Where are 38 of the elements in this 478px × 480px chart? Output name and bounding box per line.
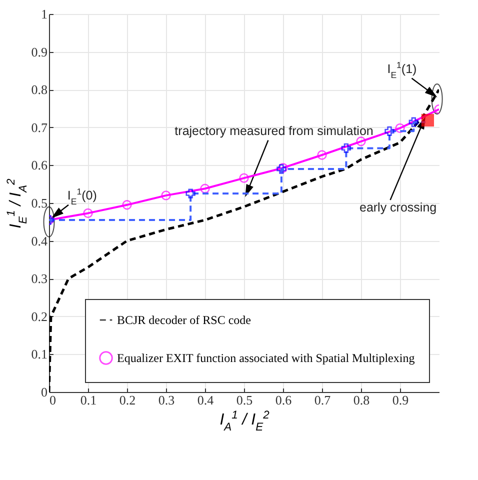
point xyxy=(186,188,196,198)
y-tick-label: 0.4 xyxy=(31,233,48,248)
y-tick-label: 0.7 xyxy=(31,120,48,135)
point xyxy=(161,190,171,200)
legend-label: BCJR decoder of RSC code xyxy=(117,313,251,327)
y-tick-label: 0.8 xyxy=(31,82,48,98)
point xyxy=(239,173,249,183)
x-tick-label: 0.4 xyxy=(197,392,214,408)
annotation: trajectory measured from simulation xyxy=(174,124,374,138)
point xyxy=(122,200,132,210)
point xyxy=(384,126,394,136)
point xyxy=(395,123,405,133)
point xyxy=(421,114,434,127)
point xyxy=(341,143,352,154)
y-tick-label: 0.6 xyxy=(31,158,48,173)
legend-label: Equalizer EXIT function associated with Spatial Multiplexing xyxy=(117,351,415,365)
annotation: I$_{E}$$^{1}$(1) xyxy=(387,60,417,80)
x-tick-label: 0.3 xyxy=(158,392,175,408)
x-tick-label: 0.7 xyxy=(314,392,332,408)
y-tick-label: 0.3 xyxy=(31,271,48,286)
annotation: early crossing xyxy=(359,200,437,215)
point xyxy=(317,150,327,160)
y-tick-label: 0.2 xyxy=(31,308,48,324)
annotation: I$_{E}$$^{1}$(0) xyxy=(67,186,97,206)
y-tick-label: 0.1 xyxy=(31,346,48,362)
x-tick-label: 0.1 xyxy=(80,392,97,408)
x-tick-label: 0.6 xyxy=(275,392,292,408)
x-tick-label: 0.9 xyxy=(392,392,409,408)
x-tick-label: 0.8 xyxy=(353,392,370,408)
x-tick-label: 0.2 xyxy=(119,392,136,408)
point xyxy=(200,184,210,194)
point xyxy=(83,208,93,218)
y-tick-label: 0.5 xyxy=(31,196,48,210)
x-tick-label: 0.5 xyxy=(236,392,253,408)
y-tick-label: 1 xyxy=(41,6,48,22)
point xyxy=(408,117,418,127)
point xyxy=(356,136,366,146)
y-tick-label: 0.9 xyxy=(31,44,48,60)
